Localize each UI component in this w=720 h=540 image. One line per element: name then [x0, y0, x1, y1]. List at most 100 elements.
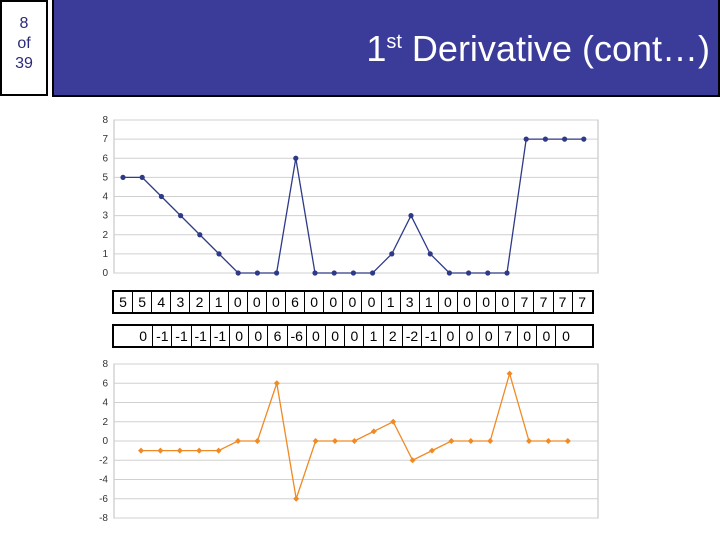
- data-point: [293, 495, 300, 502]
- slide-counter: 8 of 39: [0, 0, 48, 96]
- slide-of: of: [17, 35, 31, 52]
- slide-title: 1st Derivative (cont…): [366, 28, 710, 69]
- derivative-sequence-box: [112, 324, 594, 348]
- function-sequence-box: [112, 290, 594, 314]
- derivative-sequence-cell: 0: [345, 326, 365, 346]
- data-point: [350, 270, 356, 276]
- function-sequence-cell: 0: [267, 292, 286, 312]
- y-tick-label: 3: [102, 211, 108, 222]
- function-sequence-cell: 0: [439, 292, 458, 312]
- data-point: [178, 213, 184, 219]
- y-tick-label: -2: [99, 455, 108, 466]
- data-point: [545, 438, 552, 444]
- data-point: [485, 270, 491, 276]
- function-sequence-cell: 0: [305, 292, 325, 312]
- function-sequence-cell: 3: [401, 292, 420, 312]
- data-point: [408, 213, 414, 219]
- derivative-sequence-cell: -1: [172, 326, 192, 346]
- data-point: [409, 457, 416, 464]
- data-point: [467, 438, 474, 444]
- function-sequence-cell: 5: [133, 292, 153, 312]
- function-sequence-cell: 5: [114, 292, 134, 312]
- y-tick-label: 0: [102, 436, 108, 447]
- derivative-sequence-cell: 1: [364, 326, 384, 346]
- data-point: [429, 447, 435, 454]
- function-sequence-cell: 0: [458, 292, 478, 312]
- y-tick-label: 5: [102, 172, 108, 183]
- derivative-sequence-cell: 7: [499, 326, 519, 346]
- y-tick-label: -6: [99, 494, 108, 505]
- data-point: [487, 438, 494, 444]
- data-point: [562, 136, 568, 142]
- derivative-sequence-cell: -2: [403, 326, 423, 346]
- function-line-chart: 0 1 2 3 4 5 6 7 8: [102, 115, 599, 279]
- data-point: [332, 438, 338, 444]
- function-sequence-cell: 0: [496, 292, 516, 312]
- data-point: [197, 232, 203, 238]
- derivative-sequence-cell: 0: [249, 326, 269, 346]
- derivative-sequence-cell: 0: [518, 326, 538, 346]
- derivative-sequence-cell: 0: [537, 326, 557, 346]
- y-tick-label: -4: [99, 475, 108, 486]
- function-sequence-cell: 7: [515, 292, 535, 312]
- data-point: [312, 270, 318, 276]
- data-point: [274, 270, 280, 276]
- y-tick-label: 6: [102, 153, 108, 164]
- derivative-sequence-cell: -1: [192, 326, 211, 346]
- data-point: [139, 174, 145, 180]
- derivative-sequence-cell: 0: [562, 328, 570, 344]
- derivative-sequence-cell: 0: [307, 326, 327, 346]
- data-point: [389, 251, 395, 257]
- data-point: [235, 438, 241, 444]
- derivative-sequence-cell: 0: [326, 326, 346, 346]
- y-tick-label: 2: [102, 417, 108, 428]
- data-point: [196, 447, 203, 454]
- y-tick-label: 6: [102, 378, 108, 389]
- derivative-sequence-cell: 6: [268, 326, 288, 346]
- y-tick-label: 4: [102, 398, 108, 409]
- derivative-sequence-cell: -1: [422, 326, 442, 346]
- y-tick-label: 8: [102, 359, 108, 370]
- derivative-sequence-cell: 0: [460, 326, 480, 346]
- data-point: [504, 270, 510, 276]
- slide-total: 39: [15, 55, 33, 72]
- function-sequence-cell: 0: [362, 292, 382, 312]
- title-bar: 1st Derivative (cont…): [52, 0, 720, 97]
- y-tick-label: 2: [102, 230, 108, 241]
- function-sequence-cell: 4: [152, 292, 172, 312]
- data-point: [542, 136, 548, 142]
- function-sequence-cell: 6: [286, 292, 306, 312]
- function-sequence-cell: 1: [382, 292, 401, 312]
- function-sequence-cell: 1: [210, 292, 229, 312]
- data-point: [526, 438, 532, 444]
- derivative-sequence: 0 -1 -1 -1 -1 0 0 6 -6 0 0 0 1 2 -2 -1 0 0 0 7 0 0 0: [134, 326, 576, 346]
- function-sequence-cell: 0: [343, 292, 363, 312]
- data-point: [216, 251, 222, 257]
- function-sequence-cell: 0: [229, 292, 248, 312]
- data-point: [564, 438, 571, 444]
- function-sequence-cell: 7: [554, 292, 573, 312]
- derivative-sequence-cell: -1: [211, 326, 231, 346]
- function-sequence-cell: 7: [578, 294, 587, 310]
- y-tick-label: 7: [102, 134, 108, 145]
- y-tick-label: 8: [102, 115, 108, 126]
- data-point: [312, 438, 319, 444]
- data-point: [581, 136, 587, 142]
- data-point: [254, 270, 260, 276]
- derivative-line-chart: -8 -6 -4 -2 0 2 4 6 8: [99, 359, 599, 524]
- data-point: [293, 155, 299, 161]
- derivative-sequence-cell: 0: [441, 326, 461, 346]
- data-point: [370, 270, 376, 276]
- derivative-sequence-cell: 0: [480, 326, 499, 346]
- data-point: [176, 447, 183, 454]
- y-tick-label: 1: [102, 249, 108, 260]
- data-point: [466, 270, 472, 276]
- function-sequence-cell: 2: [190, 292, 210, 312]
- data-point: [254, 438, 261, 444]
- data-point: [331, 270, 337, 276]
- data-point: [427, 251, 433, 257]
- slide-number: 8: [19, 15, 29, 32]
- y-tick-label: 4: [102, 192, 108, 203]
- y-tick-label: -8: [99, 513, 108, 524]
- data-point: [506, 370, 513, 377]
